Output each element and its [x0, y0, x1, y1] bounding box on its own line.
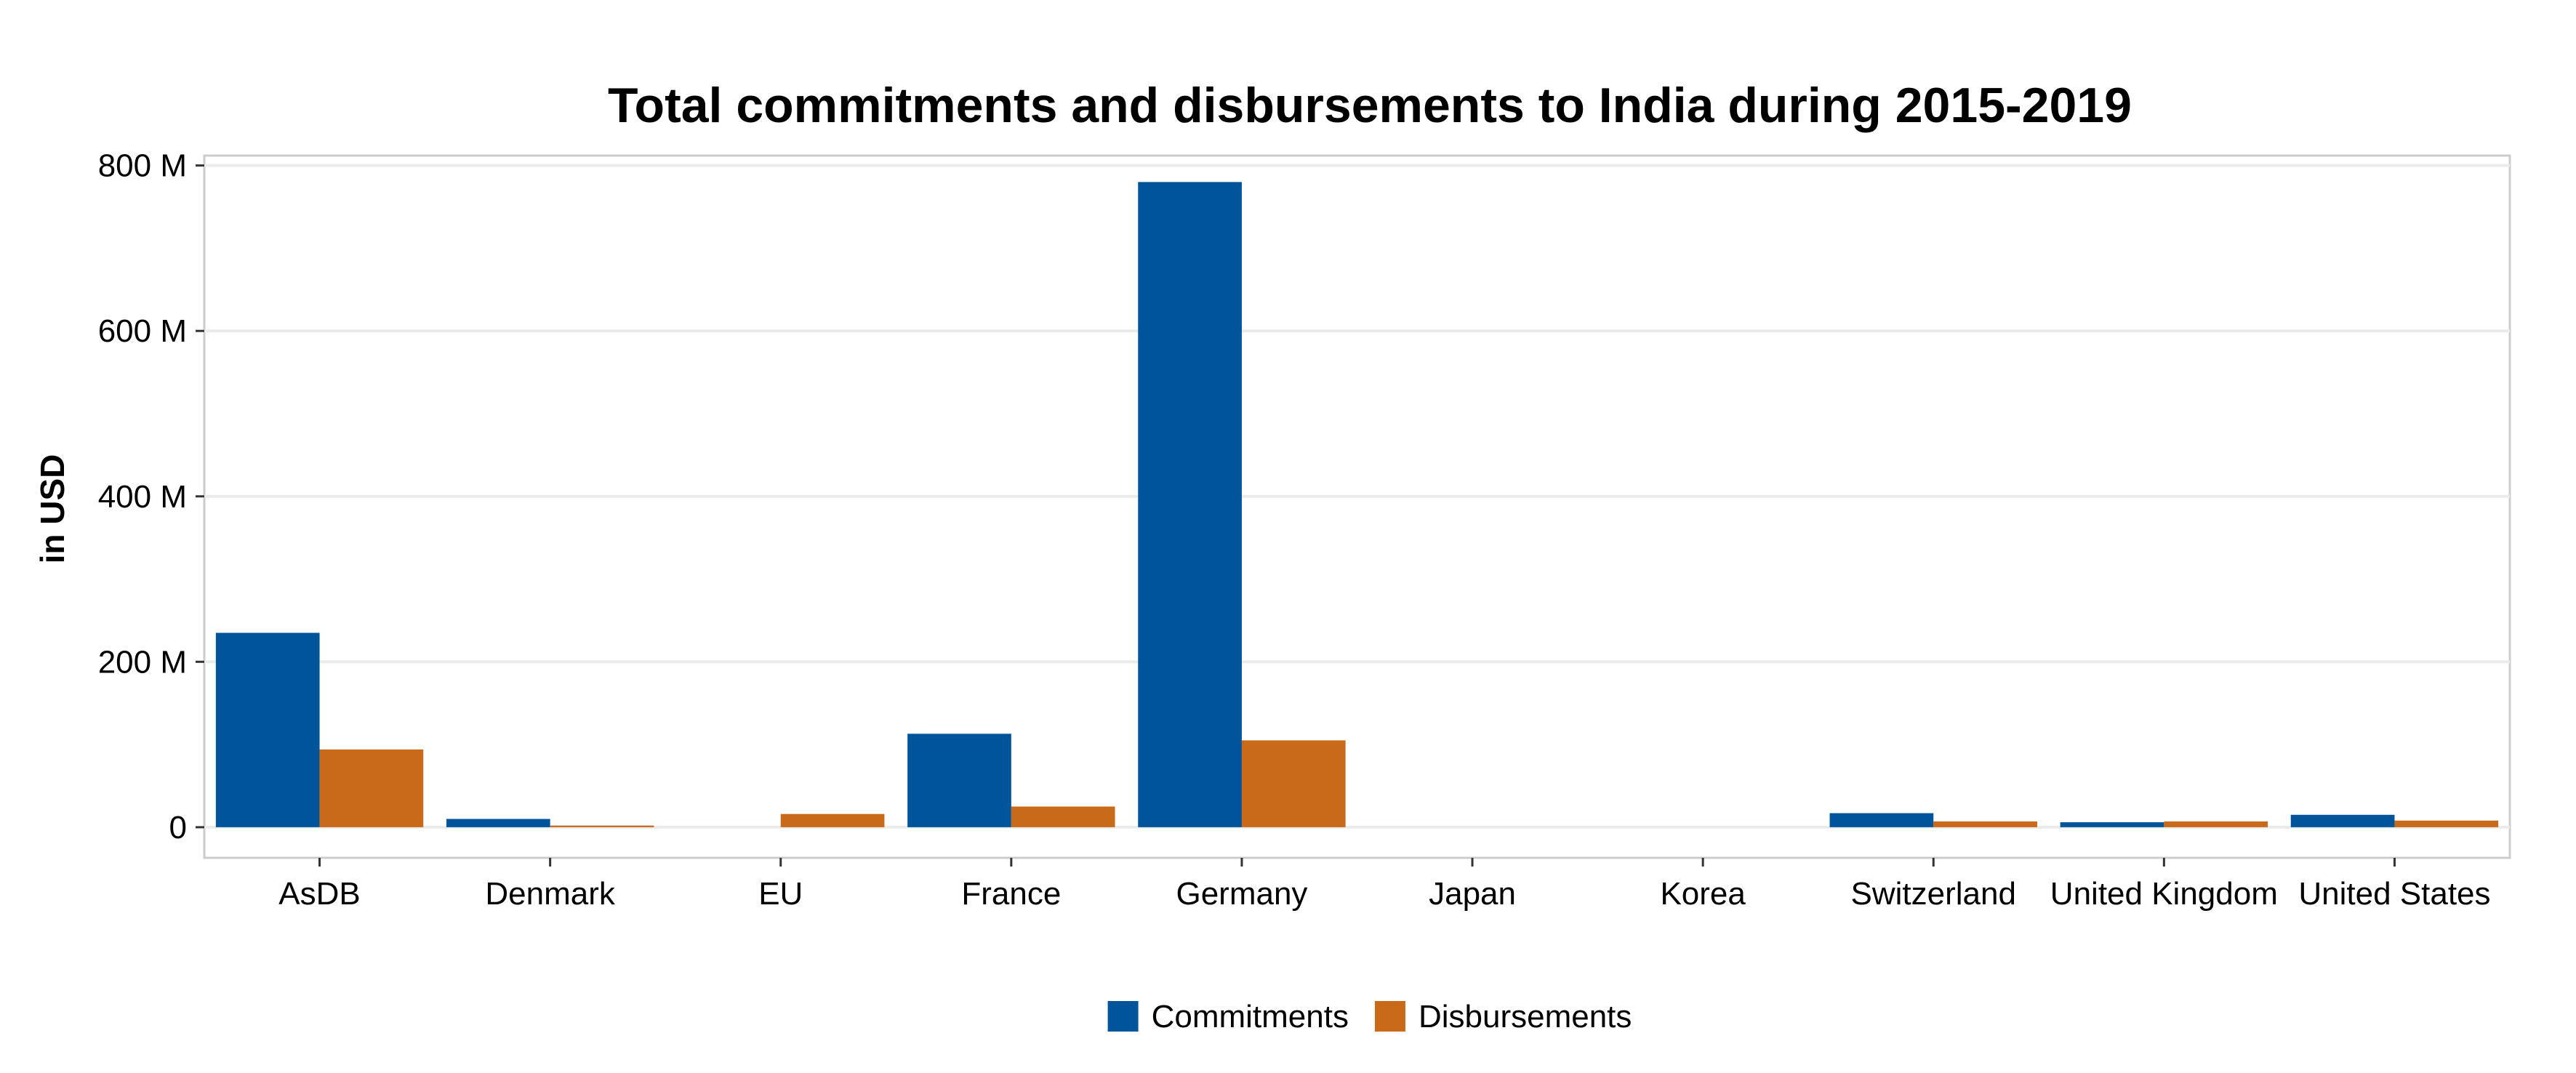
- x-tick-label: AsDB: [278, 876, 360, 912]
- bar-commitments-france: [907, 734, 1011, 827]
- x-tick-label: United Kingdom: [2050, 876, 2278, 912]
- x-tick-label: Switzerland: [1851, 876, 2016, 912]
- bar-disbursements-united-kingdom: [2164, 821, 2268, 827]
- bar-disbursements-switzerland: [1933, 821, 2037, 827]
- bar-disbursements-united-states: [2394, 820, 2499, 827]
- x-tick-label: France: [961, 876, 1061, 912]
- bars: [215, 182, 2499, 827]
- chart-title: Total commitments and disbursements to I…: [608, 78, 2132, 133]
- legend-key-commitments: [1107, 1001, 1139, 1032]
- y-tick-label: 600 M: [98, 313, 187, 349]
- bar-commitments-united-states: [2290, 814, 2395, 827]
- legend-label-disbursements: Disbursements: [1419, 999, 1632, 1034]
- x-tick-label: Korea: [1660, 876, 1746, 912]
- y-tick-label: 400 M: [98, 479, 187, 515]
- y-tick-label: 800 M: [98, 148, 187, 184]
- x-tick-label: Japan: [1429, 876, 1516, 912]
- legend: Commitments Disbursements: [1107, 999, 1632, 1034]
- bar-disbursements-germany: [1241, 740, 1346, 827]
- legend-label-commitments: Commitments: [1152, 999, 1349, 1034]
- x-tick-label: Germany: [1176, 876, 1307, 912]
- bar-commitments-denmark: [446, 819, 550, 827]
- bar-disbursements-france: [1011, 806, 1115, 827]
- y-tick-label: 200 M: [98, 644, 187, 680]
- bar-commitments-asdb: [215, 632, 320, 827]
- x-tick-label: United States: [2298, 876, 2490, 912]
- x-axis: AsDB Denmark EU France Germany Japan Korea Swit…: [278, 858, 2491, 912]
- legend-key-disbursements: [1374, 1001, 1405, 1032]
- x-tick-label: Denmark: [485, 876, 615, 912]
- bar-disbursements-denmark: [550, 825, 654, 827]
- bar-commitments-united-kingdom: [2060, 822, 2164, 827]
- y-axis: 0 200 M 400 M 600 M 800 M: [98, 148, 204, 845]
- y-tick-label: 0: [169, 810, 187, 845]
- bar-disbursements-asdb: [319, 749, 424, 827]
- x-tick-label: EU: [758, 876, 803, 912]
- y-axis-title: in USD: [33, 454, 71, 564]
- plot-panel: [203, 154, 2511, 859]
- bar-commitments-germany: [1138, 182, 1242, 827]
- bar-commitments-switzerland: [1829, 813, 1934, 827]
- bar-disbursements-eu: [780, 813, 885, 827]
